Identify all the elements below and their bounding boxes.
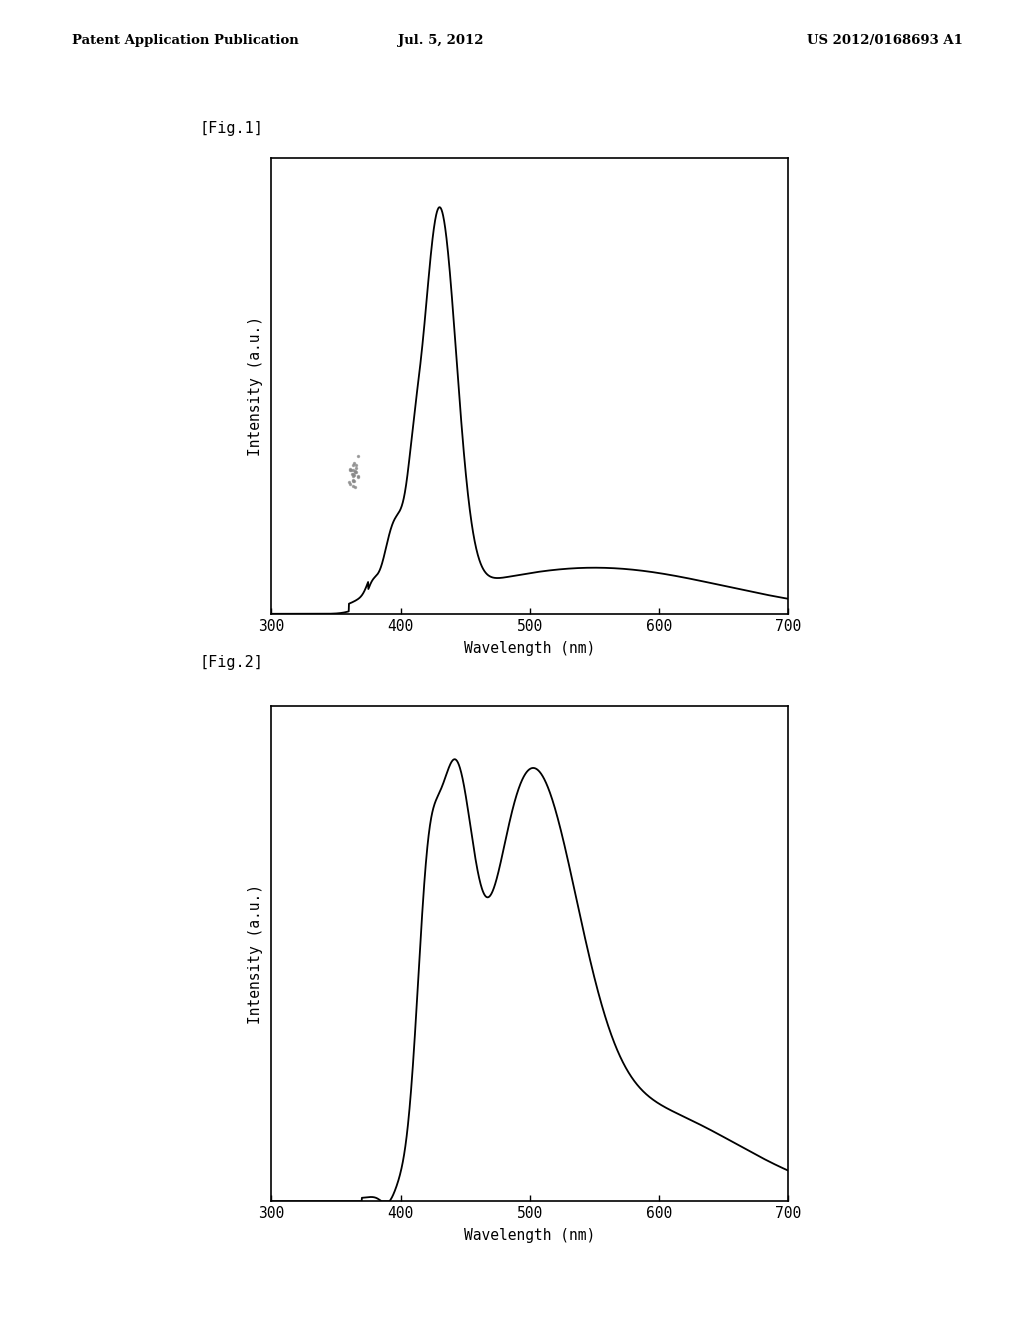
Point [350,467,367,488]
Point [345,470,361,491]
Point [348,461,365,482]
Point [345,463,361,484]
Text: Patent Application Publication: Patent Application Publication [72,34,298,48]
Point [347,458,364,479]
Point [350,466,367,487]
Point [347,462,364,483]
Point [346,453,362,474]
X-axis label: Wavelength (nm): Wavelength (nm) [464,640,596,656]
Text: [Fig.2]: [Fig.2] [200,655,263,669]
Text: Jul. 5, 2012: Jul. 5, 2012 [397,34,483,48]
Point [343,459,359,480]
Point [344,463,360,484]
Point [341,459,357,480]
Text: US 2012/0168693 A1: US 2012/0168693 A1 [807,34,963,48]
Point [345,471,361,492]
Point [342,473,358,494]
Point [347,454,364,475]
Point [346,477,362,498]
Point [344,475,360,496]
Text: [Fig.1]: [Fig.1] [200,121,263,136]
Point [342,458,358,479]
Point [345,470,361,491]
X-axis label: Wavelength (nm): Wavelength (nm) [464,1228,596,1243]
Y-axis label: Intensity (a.u.): Intensity (a.u.) [248,883,263,1024]
Point [341,471,357,492]
Point [350,446,367,467]
Point [344,455,360,477]
Point [347,461,364,482]
Point [345,465,361,486]
Point [345,466,361,487]
Point [345,459,361,480]
Y-axis label: Intensity (a.u.): Intensity (a.u.) [248,315,263,457]
